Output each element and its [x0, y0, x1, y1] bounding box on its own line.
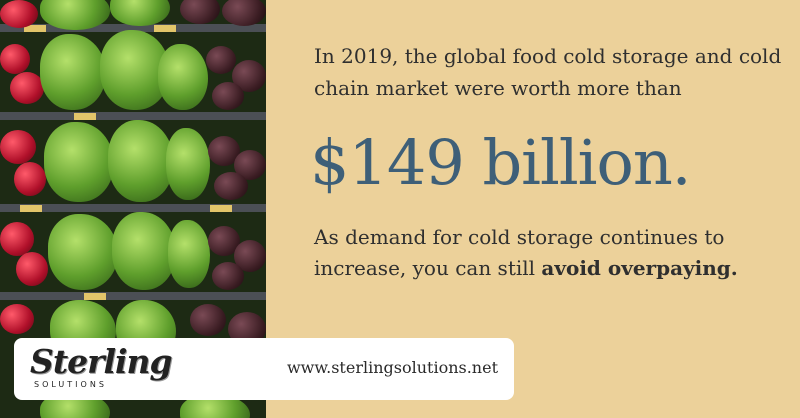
lettuce — [48, 214, 118, 290]
footer-card: Sterling SOLUTIONS www.sterlingsolutions… — [14, 338, 514, 400]
radish — [0, 44, 30, 74]
lettuce — [158, 44, 208, 110]
radish — [0, 222, 34, 256]
beet — [222, 0, 266, 26]
lettuce — [108, 120, 174, 202]
shelf-divider — [0, 112, 266, 120]
radish — [0, 0, 38, 28]
price-tag — [74, 113, 96, 120]
price-tag — [84, 293, 106, 300]
lettuce — [168, 220, 210, 288]
price-tag — [24, 25, 46, 32]
beet — [212, 82, 244, 110]
lettuce — [40, 34, 106, 110]
beet — [190, 304, 226, 336]
outro-lead: As demand for cold storage continues to … — [314, 225, 725, 280]
lettuce — [40, 0, 110, 30]
radish — [0, 130, 36, 164]
lettuce — [44, 122, 114, 202]
lettuce — [112, 212, 176, 290]
beet — [180, 0, 220, 24]
sterling-logo[interactable]: Sterling SOLUTIONS — [30, 342, 173, 394]
beet — [212, 262, 244, 290]
beet — [214, 172, 248, 200]
radish — [16, 252, 48, 286]
price-tag — [154, 25, 176, 32]
price-tag — [20, 205, 42, 212]
radish — [10, 72, 44, 104]
website-url-link[interactable]: www.sterlingsolutions.net — [286, 358, 498, 377]
lettuce — [166, 128, 210, 200]
radish — [0, 304, 34, 334]
outro-text: As demand for cold storage continues to … — [314, 222, 754, 284]
logo-subtitle: SOLUTIONS — [34, 380, 107, 389]
shelf-divider — [0, 292, 266, 300]
price-tag — [210, 205, 232, 212]
shelf-divider — [0, 204, 266, 212]
radish — [14, 162, 46, 196]
outro-emphasis: avoid overpaying. — [541, 256, 738, 280]
beet — [206, 46, 236, 74]
lettuce — [110, 0, 170, 26]
intro-text: In 2019, the global food cold storage an… — [314, 44, 782, 100]
headline-figure: $149 billion. — [310, 126, 691, 199]
logo-wordmark: Sterling — [30, 342, 173, 381]
shelf-divider — [0, 24, 266, 32]
